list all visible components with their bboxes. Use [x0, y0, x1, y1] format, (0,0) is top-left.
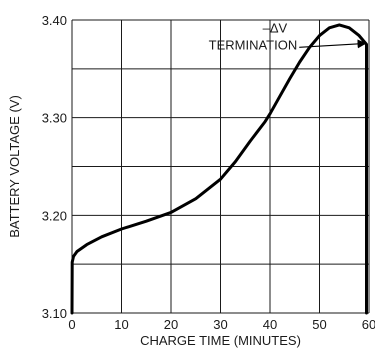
data-series: [70, 23, 368, 315]
x-tick-label: 0: [68, 317, 75, 332]
x-tick-label: 20: [164, 317, 178, 332]
y-tick-label: 3.40: [42, 13, 67, 28]
x-tick-label: 60: [362, 317, 375, 332]
y-tick-label: 3.30: [42, 111, 67, 126]
grid-lines: [71, 19, 370, 314]
x-axis-ticks: 0 10 20 30 40 50 60: [68, 317, 375, 332]
x-tick-label: 30: [213, 317, 227, 332]
series-line: [70, 23, 368, 315]
annotation-text: TERMINATION: [209, 37, 298, 52]
annotation-text: –ΔV: [263, 20, 288, 35]
y-axis-label: BATTERY VOLTAGE (V): [7, 95, 22, 238]
y-tick-label: 3.10: [42, 306, 67, 321]
y-tick-label: 3.20: [42, 208, 67, 223]
y-axis-ticks: 3.10 3.20 3.30 3.40: [42, 13, 67, 321]
x-tick-label: 40: [263, 317, 277, 332]
x-tick-label: 10: [114, 317, 128, 332]
x-axis-label: CHARGE TIME (MINUTES): [140, 333, 301, 348]
annotation-termination: –ΔV TERMINATION: [209, 20, 367, 52]
annotation-arrow: [299, 39, 367, 49]
x-tick-label: 50: [312, 317, 326, 332]
